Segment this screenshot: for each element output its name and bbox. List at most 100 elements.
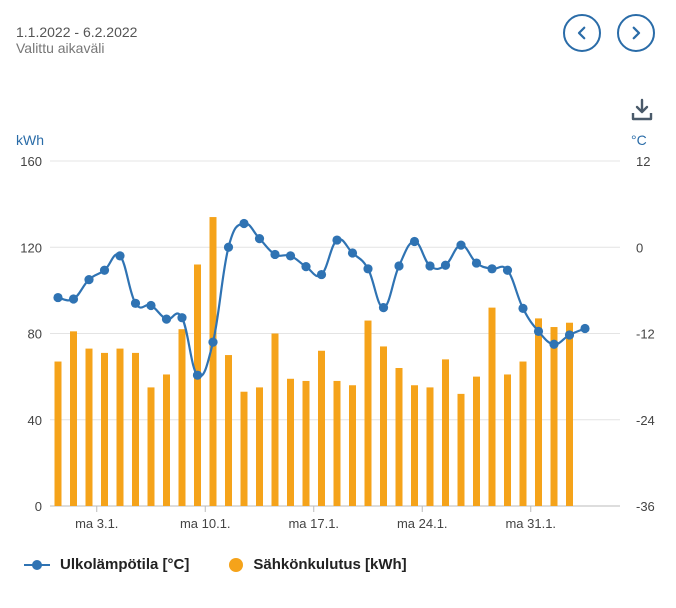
temperature-point xyxy=(99,265,110,275)
energy-bar xyxy=(240,391,248,506)
previous-period-button[interactable] xyxy=(563,14,601,52)
temperature-point xyxy=(285,251,296,261)
temperature-point xyxy=(130,298,141,308)
energy-bar xyxy=(163,374,170,506)
temperature-point xyxy=(518,303,528,313)
energy-bar xyxy=(473,376,480,506)
legend-temperature[interactable]: Ulkolämpötila [°C] xyxy=(24,556,189,573)
temperature-point xyxy=(549,339,559,349)
energy-bar xyxy=(287,378,294,506)
date-range: 1.1.2022 - 6.2.2022 xyxy=(16,24,138,40)
energy-bar xyxy=(488,307,496,506)
right-tick-label: 12 xyxy=(636,154,650,169)
date-range-label: Valittu aikaväli xyxy=(16,40,105,56)
next-period-button[interactable] xyxy=(617,14,655,52)
temperature-point xyxy=(161,314,172,324)
energy-bar xyxy=(147,387,155,506)
legend-energy[interactable]: Sähkönkulutus [kWh] xyxy=(229,556,407,573)
energy-bar xyxy=(209,217,217,506)
left-tick-label: 160 xyxy=(20,154,42,169)
energy-bar xyxy=(116,348,124,506)
temperature-point xyxy=(254,234,265,244)
energy-bar xyxy=(271,333,279,506)
left-tick-label: 120 xyxy=(20,240,42,255)
temperature-point xyxy=(580,323,590,334)
temperature-point xyxy=(208,337,218,347)
temperature-point xyxy=(471,258,482,268)
temperature-point xyxy=(502,265,513,275)
left-axis-unit: kWh xyxy=(16,132,44,148)
left-tick-label: 80 xyxy=(28,327,42,342)
temperature-point xyxy=(564,330,575,340)
temperature-point xyxy=(223,242,234,252)
energy-bar xyxy=(54,361,62,506)
energy-bar xyxy=(70,331,77,506)
energy-bar xyxy=(426,387,434,506)
right-axis-unit: °C xyxy=(631,132,647,148)
energy-bar xyxy=(550,327,558,506)
download-button[interactable] xyxy=(630,98,654,122)
date-range-header: 1.1.2022 - 6.2.2022 Valittu aikaväli xyxy=(16,24,137,56)
temperature-point xyxy=(270,249,280,260)
energy-bar xyxy=(132,352,139,506)
temperature-point xyxy=(115,251,125,261)
x-tick-label: ma 17.1. xyxy=(288,516,339,531)
x-tick-label: ma 3.1. xyxy=(75,516,118,531)
x-tick-label: ma 24.1. xyxy=(397,516,448,531)
x-tick-label: ma 31.1. xyxy=(505,516,556,531)
right-tick-label: -12 xyxy=(636,327,655,342)
temperature-point xyxy=(332,235,342,245)
energy-bar xyxy=(85,348,93,506)
left-tick-label: 0 xyxy=(35,499,42,514)
chart-legend: Ulkolämpötila [°C] Sähkönkulutus [kWh] xyxy=(24,556,447,573)
temperature-point xyxy=(301,262,311,272)
temperature-point xyxy=(84,274,94,285)
energy-bar xyxy=(535,318,542,506)
temperature-point xyxy=(68,294,79,304)
temperature-point xyxy=(177,313,187,323)
legend-line-marker xyxy=(24,559,50,570)
temperature-point xyxy=(316,269,327,280)
temperature-point xyxy=(425,261,435,271)
chevron-right-icon xyxy=(632,26,641,40)
temperature-point xyxy=(533,326,544,336)
energy-bar xyxy=(194,264,201,506)
energy-bar xyxy=(318,350,325,506)
energy-bar xyxy=(519,361,527,506)
download-icon xyxy=(631,98,653,121)
temperature-point xyxy=(53,292,63,303)
legend-temperature-label: Ulkolämpötila [°C] xyxy=(60,556,190,573)
temperature-point xyxy=(347,248,358,258)
energy-bar xyxy=(380,346,387,506)
energy-bar xyxy=(225,355,232,506)
left-tick-label: 40 xyxy=(28,413,42,428)
energy-bar xyxy=(256,387,263,506)
legend-energy-label: Sähkönkulutus [kWh] xyxy=(253,556,407,573)
energy-bar xyxy=(364,320,372,506)
right-tick-label: -24 xyxy=(636,413,655,428)
energy-bar xyxy=(349,385,356,506)
chevron-left-icon xyxy=(577,26,586,40)
temperature-point xyxy=(363,264,373,274)
temperature-point xyxy=(192,370,203,380)
energy-bar xyxy=(457,393,465,506)
energy-bar xyxy=(411,385,418,506)
energy-bar xyxy=(333,380,341,506)
temperature-point xyxy=(239,218,249,229)
right-tick-label: -36 xyxy=(636,499,655,514)
energy-bar xyxy=(178,329,186,506)
temperature-point xyxy=(409,236,420,247)
temperature-point xyxy=(456,240,466,250)
temperature-point xyxy=(394,261,404,271)
temperature-point xyxy=(146,300,156,311)
energy-bar xyxy=(504,374,511,506)
energy-bar xyxy=(302,380,310,506)
energy-bar xyxy=(395,368,403,506)
legend-bar-marker xyxy=(229,557,244,572)
temperature-point xyxy=(378,303,389,313)
x-tick-label: ma 10.1. xyxy=(180,516,231,531)
temperature-point xyxy=(487,264,497,274)
energy-bar xyxy=(442,359,449,506)
right-tick-label: 0 xyxy=(636,240,643,255)
